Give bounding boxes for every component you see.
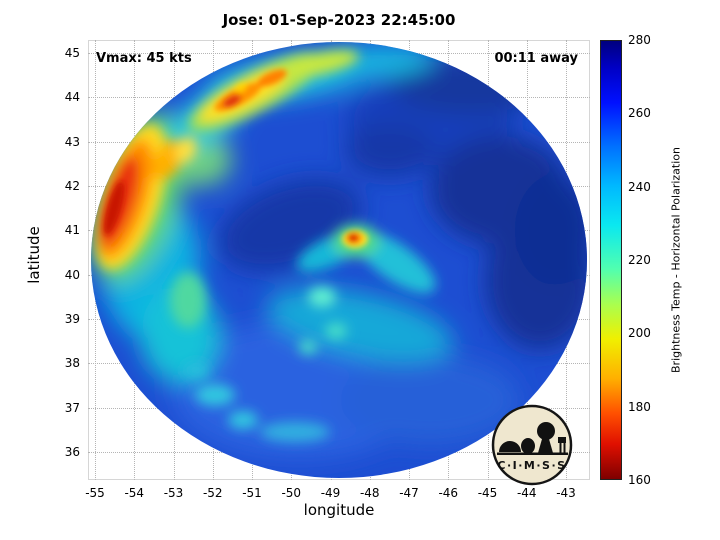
colorbar — [600, 40, 622, 480]
y-tick-label: 38 — [64, 356, 80, 371]
x-tick-label: -43 — [556, 486, 576, 500]
cimss-logo: C·I·M·S·S — [491, 404, 573, 486]
x-tick-label: -49 — [320, 486, 341, 500]
y-tick-label: 41 — [64, 223, 80, 238]
satellite-dish-icon — [537, 422, 555, 440]
plot-title: Jose: 01-Sep-2023 22:45:00 — [222, 11, 456, 29]
colorbar-tick-label: 180 — [628, 399, 651, 414]
colorbar-tick-label: 260 — [628, 106, 651, 121]
eta-annotation: 00:11 away — [494, 51, 578, 66]
vmax-annotation: Vmax: 45 kts — [96, 51, 192, 66]
colorbar-tick-label: 280 — [628, 33, 651, 47]
colorbar-tick-label: 220 — [628, 253, 651, 267]
cimss-logo-text: C·I·M·S·S — [497, 459, 566, 472]
x-tick-label: -52 — [202, 486, 223, 500]
colorbar-tick-label: 240 — [628, 179, 651, 194]
y-tick-label: 43 — [64, 134, 80, 149]
y-tick-label: 45 — [64, 46, 80, 60]
x-tick-label: -45 — [477, 486, 498, 500]
colorbar-tick-label: 160 — [628, 473, 651, 487]
observatory-dome-icon — [499, 441, 521, 452]
y-tick-label: 44 — [64, 90, 80, 105]
x-tick-label: -48 — [359, 486, 380, 500]
y-tick-label: 37 — [64, 400, 80, 415]
y-tick-label: 39 — [64, 312, 80, 326]
y-tick-label: 36 — [64, 445, 80, 459]
x-tick-label: -51 — [242, 486, 262, 500]
x-tick-label: -46 — [438, 486, 459, 500]
water-tower-icon — [558, 437, 566, 443]
x-axis-label: longitude — [303, 501, 375, 519]
y-tick-label: 42 — [64, 179, 80, 193]
colorbar-tick-label: 200 — [628, 326, 651, 341]
x-tick-label: -44 — [516, 486, 537, 500]
y-tick-label: 40 — [64, 267, 80, 282]
x-tick-label: -50 — [281, 486, 302, 500]
x-tick-label: -47 — [399, 486, 419, 500]
plot-area — [88, 40, 590, 480]
x-tick-label: -54 — [124, 486, 145, 500]
x-tick-label: -53 — [163, 486, 184, 500]
x-tick-label: -55 — [85, 486, 105, 500]
